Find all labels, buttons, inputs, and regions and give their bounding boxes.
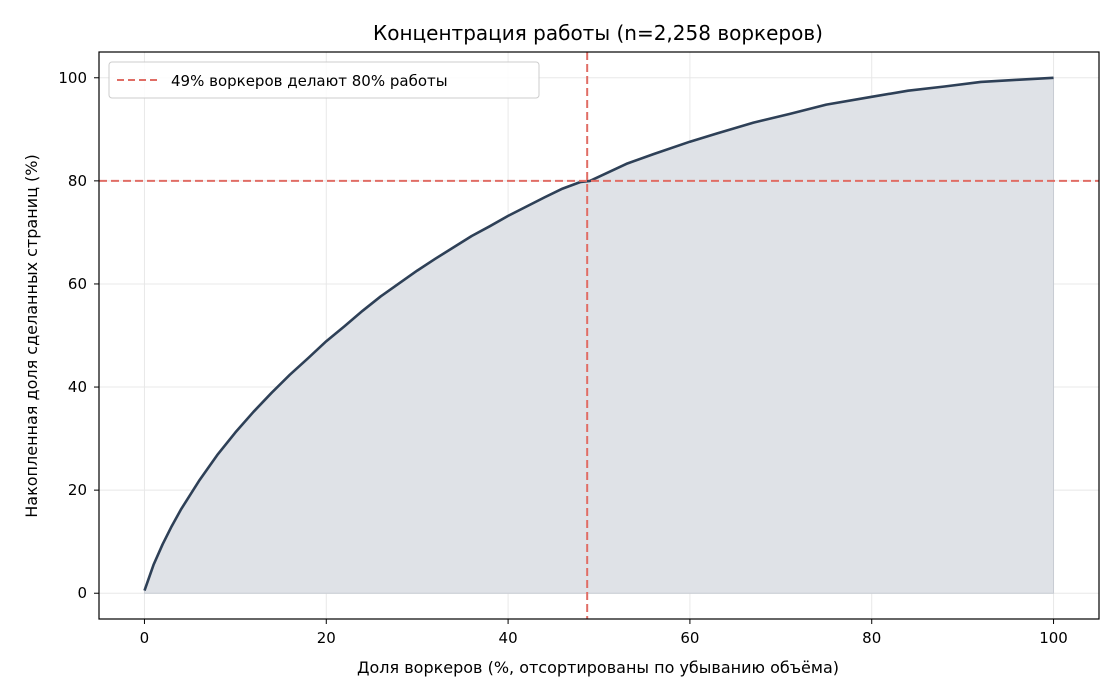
- x-tick-label: 20: [317, 629, 336, 647]
- area-layer: [143, 76, 1054, 594]
- y-tick-label: 60: [68, 275, 87, 293]
- y-tick-label: 40: [68, 378, 87, 396]
- plot-frame: [98, 51, 1100, 620]
- y-axis: 0 20 40 60 80 100: [58, 69, 99, 602]
- legend-label: 49% воркеров делают 80% работы: [171, 72, 448, 90]
- legend: 49% воркеров делают 80% работы: [108, 61, 540, 99]
- series-line: [143, 76, 1054, 592]
- y-tick-label: 0: [77, 584, 87, 602]
- y-axis-label: Накопленная доля сделанных страниц (%): [22, 154, 41, 518]
- chart-title: Концентрация работы (n=2,258 воркеров): [373, 21, 823, 45]
- x-axis-label: Доля воркеров (%, отсортированы по убыва…: [357, 658, 839, 677]
- reference-lines: [99, 52, 1099, 619]
- y-tick-label: 20: [68, 481, 87, 499]
- x-tick-label: 0: [140, 629, 150, 647]
- y-tick-label: 80: [68, 172, 87, 190]
- legend-box: [108, 61, 540, 99]
- x-tick-label: 60: [680, 629, 699, 647]
- x-tick-label: 100: [1039, 629, 1068, 647]
- y-tick-label: 100: [58, 69, 87, 87]
- x-tick-label: 80: [862, 629, 881, 647]
- x-tick-label: 40: [499, 629, 518, 647]
- x-axis: 0 20 40 60 80 100: [140, 619, 1068, 647]
- series-area-fill: [144, 77, 1054, 594]
